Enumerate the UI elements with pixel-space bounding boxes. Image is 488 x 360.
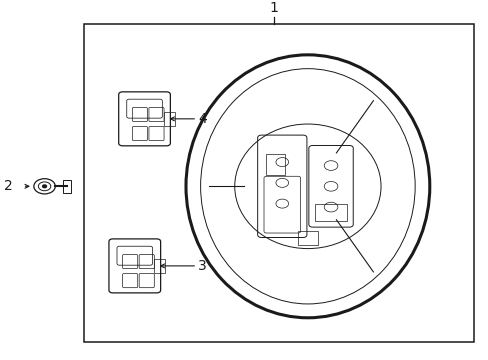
Bar: [266, 154, 285, 175]
Text: 4: 4: [198, 112, 206, 126]
Bar: [154, 259, 164, 273]
Circle shape: [42, 185, 46, 188]
Bar: [298, 231, 317, 245]
Text: 2: 2: [4, 179, 13, 193]
Bar: [62, 180, 71, 193]
Bar: [315, 204, 346, 221]
Bar: [83, 24, 473, 342]
Bar: [163, 112, 174, 126]
Text: 3: 3: [198, 259, 206, 273]
Text: 1: 1: [269, 1, 278, 15]
